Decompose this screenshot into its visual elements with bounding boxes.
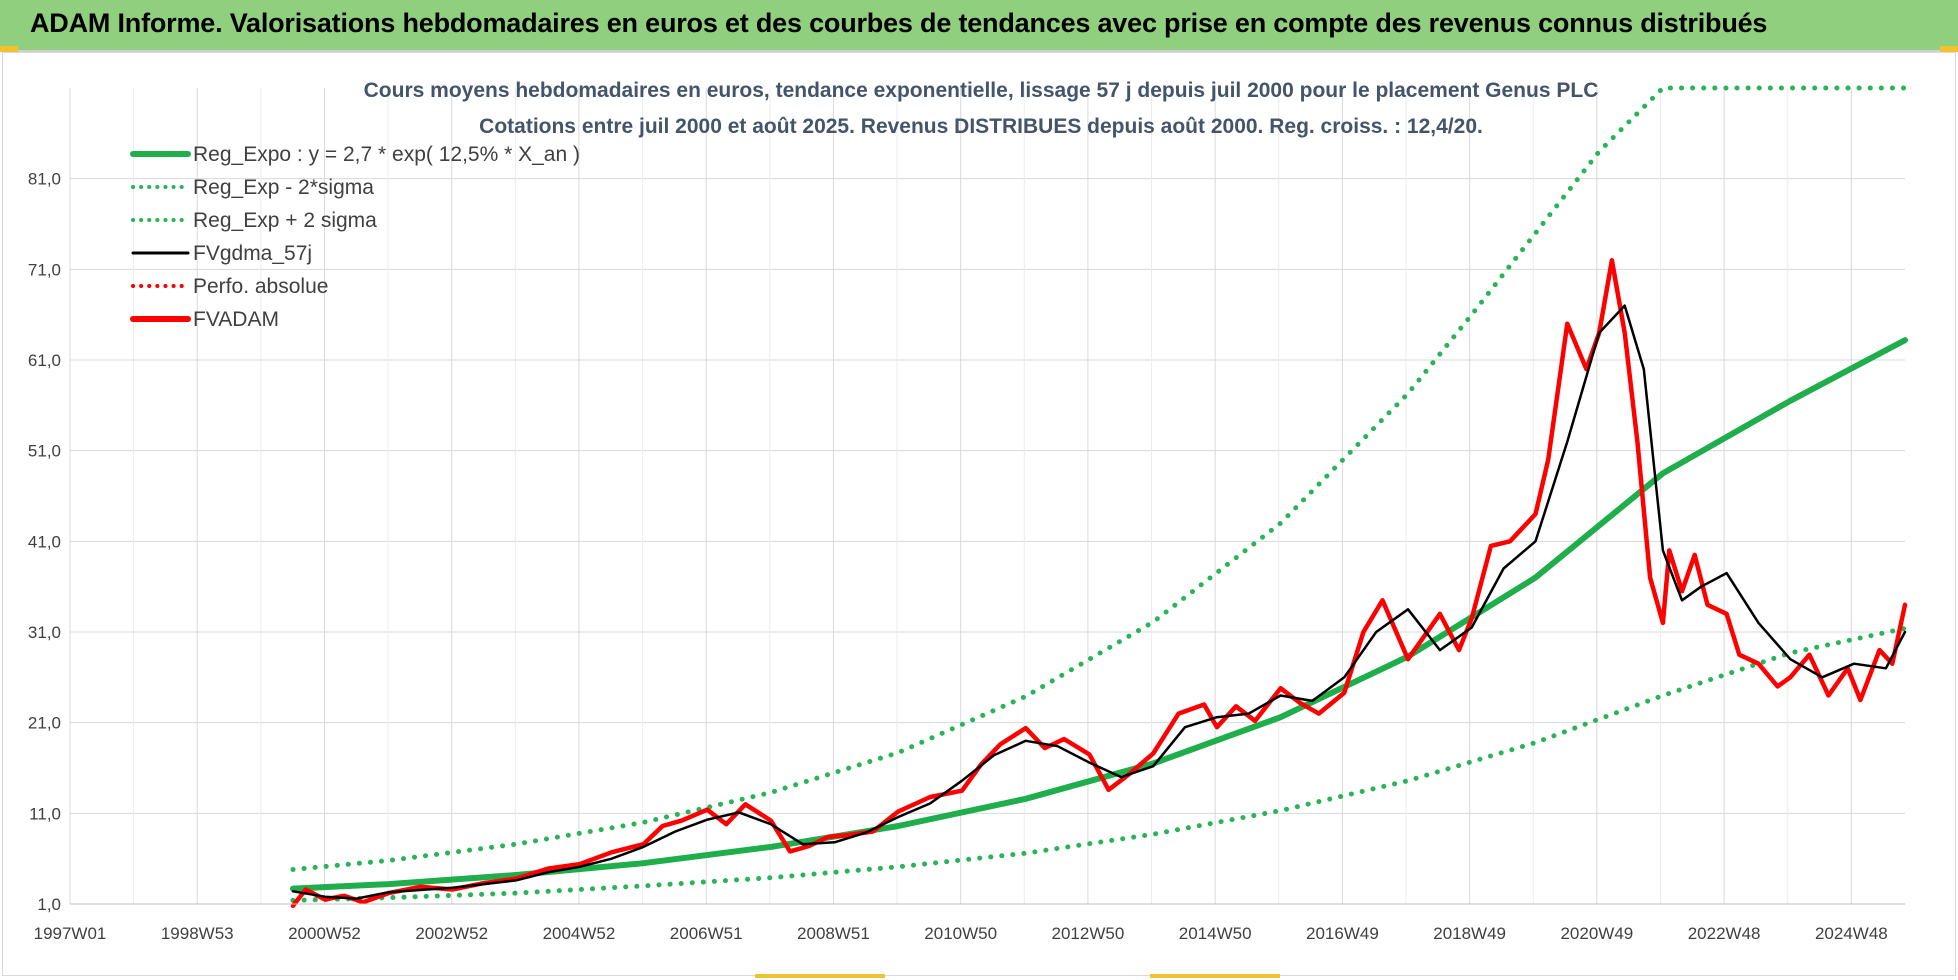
x-tick-label: 2024W48 xyxy=(1815,924,1888,943)
legend-label: FVADAM xyxy=(193,308,279,331)
banner-title: ADAM Informe. Valorisations hebdomadaire… xyxy=(30,8,1767,39)
x-tick-label: 2016W49 xyxy=(1306,924,1379,943)
y-tick-label: 21,0 xyxy=(28,714,61,733)
chart-title-line1: Cours moyens hebdomadaires en euros, ten… xyxy=(364,79,1599,102)
x-tick-label: 2022W48 xyxy=(1688,924,1761,943)
bottom-marker-right xyxy=(1150,974,1280,978)
x-tick-label: 2018W49 xyxy=(1433,924,1506,943)
series-layer xyxy=(293,88,1905,906)
y-tick-label: 1,0 xyxy=(37,895,61,914)
x-tick-label: 2012W50 xyxy=(1052,924,1125,943)
series-reg-minus-2sigma xyxy=(293,628,1905,900)
x-tick-label: 2014W50 xyxy=(1179,924,1252,943)
chart-frame: 1,0 11,0 21,0 31,0 41,0 51,0 61,0 71,0 81,0 1997W… xyxy=(2,52,1956,976)
x-tick-label: 1998W53 xyxy=(161,924,234,943)
chart: 1,0 11,0 21,0 31,0 41,0 51,0 61,0 71,0 81,0 1997W… xyxy=(3,53,1955,975)
x-tick-label: 2000W52 xyxy=(288,924,361,943)
x-tick-label: 2008W51 xyxy=(797,924,870,943)
chart-title-line2: Cotations entre juil 2000 et août 2025. … xyxy=(479,115,1483,138)
y-tick-label: 31,0 xyxy=(28,623,61,642)
x-tick-label: 2020W49 xyxy=(1560,924,1633,943)
y-tick-label: 71,0 xyxy=(28,260,61,279)
bottom-marker-left xyxy=(755,974,885,978)
series-reg-plus-2sigma xyxy=(293,88,1905,870)
legend-label: FVgdma_57j xyxy=(193,242,312,265)
y-tick-label: 61,0 xyxy=(28,351,61,370)
y-tick-label: 41,0 xyxy=(28,532,61,551)
series-fvadam xyxy=(293,260,1905,906)
legend-label: Reg_Expo : y = 2,7 * exp( 12,5% * X_an ) xyxy=(193,143,580,166)
x-tick-label: 1997W01 xyxy=(34,924,107,943)
x-tick-label: 2006W51 xyxy=(670,924,743,943)
y-tick-label: 11,0 xyxy=(29,804,61,823)
x-tick-label: 2010W50 xyxy=(924,924,997,943)
x-tick-label: 2002W52 xyxy=(415,924,488,943)
legend-label: Perfo. absolue xyxy=(193,275,328,298)
x-tick-label: 2004W52 xyxy=(543,924,616,943)
legend-label: Reg_Exp - 2*sigma xyxy=(193,176,374,199)
y-tick-label: 51,0 xyxy=(28,442,61,461)
banner: ADAM Informe. Valorisations hebdomadaire… xyxy=(0,0,1958,52)
legend: Reg_Expo : y = 2,7 * exp( 12,5% * X_an )… xyxy=(133,143,580,331)
legend-label: Reg_Exp + 2 sigma xyxy=(193,209,377,232)
y-tick-label: 81,0 xyxy=(28,170,61,189)
